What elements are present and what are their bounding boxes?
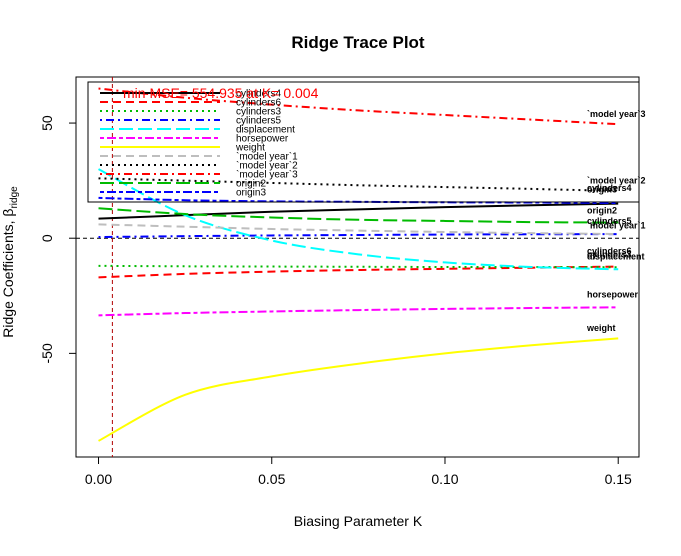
y-axis-label-subscript: ridge	[9, 186, 20, 209]
series-end-label: weight	[586, 323, 616, 333]
legend-entry: origin2	[236, 179, 266, 190]
x-axis-label: Biasing Parameter K	[294, 513, 423, 529]
legend-entry: `model year`3	[236, 169, 298, 181]
series-end-label: cylinders3	[587, 249, 632, 259]
legend-entry: `model year`1	[236, 151, 298, 163]
legend-entry: cylinders3	[236, 107, 281, 118]
x-tick-label: 0.05	[258, 471, 285, 487]
plot-frame	[75, 76, 640, 458]
series-end-label: cylinders4	[587, 183, 632, 193]
series-line	[98, 223, 619, 236]
legend-entry: origin3	[236, 188, 266, 199]
chart-title: Ridge Trace Plot	[291, 33, 425, 52]
y-tick-label: 0	[39, 234, 55, 242]
legend-entry: cylinders6	[236, 98, 281, 109]
y-tick-label: -50	[39, 343, 55, 363]
legend-entry: horsepower	[236, 134, 289, 145]
series-end-label: `model year`1	[587, 221, 646, 231]
min-mse-annotation: min MSE= 554.935 at K= 0.004	[123, 85, 319, 101]
series-end-label: horsepower	[587, 290, 639, 300]
series-end-label: displacement	[587, 252, 645, 262]
x-tick-label: 0.15	[605, 471, 632, 487]
y-axis-label-main: Ridge Coefficients, β	[0, 209, 16, 338]
series-line	[98, 207, 619, 224]
series-end-label: origin2	[587, 206, 617, 216]
series-line	[98, 87, 619, 126]
legend-entry: cylinders5	[236, 116, 281, 127]
series-end-label: `model year`3	[587, 109, 646, 119]
legend-entry: cylinders4	[236, 89, 281, 100]
legend-entry: displacement	[236, 125, 295, 136]
series-line	[98, 337, 619, 442]
y-tick-label: 50	[39, 115, 55, 131]
legend: cylinders4cylinders6cylinders3cylinders5…	[87, 81, 640, 203]
x-tick-label: 0.10	[431, 471, 458, 487]
series-line	[98, 168, 619, 271]
x-tick-label: 0.00	[85, 471, 112, 487]
series-end-label: origin3	[587, 184, 617, 194]
y-axis-label: Ridge Coefficients, βridge	[0, 186, 20, 338]
series-end-labels: `model year`3`model year`2cylinders4orig…	[586, 109, 646, 333]
series-line	[98, 177, 619, 192]
legend-entry: weight	[235, 143, 265, 154]
series-end-label: cylinders6	[587, 246, 632, 256]
series-line	[98, 233, 619, 239]
legend-entry: `model year`2	[236, 160, 298, 172]
series-end-label: `model year`2	[587, 176, 646, 186]
legend-box	[87, 81, 640, 203]
series-line	[98, 306, 619, 317]
series-end-label: cylinders5	[587, 216, 632, 226]
